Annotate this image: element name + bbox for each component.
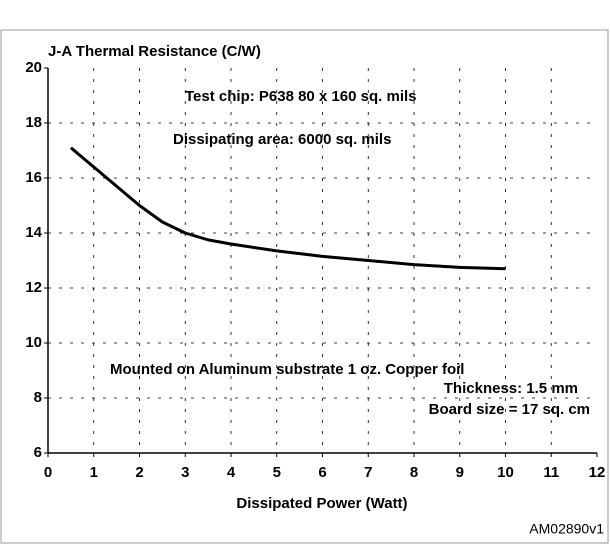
y-tick-label: 12 [25, 279, 42, 296]
x-tick-label: 10 [497, 464, 514, 481]
y-tick-label: 6 [34, 444, 42, 461]
y-tick-label: 20 [25, 59, 42, 76]
frame [0, 29, 609, 544]
x-tick-label: 9 [456, 464, 464, 481]
x-tick-label: 6 [318, 464, 326, 481]
x-tick-label: 7 [364, 464, 372, 481]
annotation: Thickness: 1.5 mm [444, 380, 578, 397]
x-tick-label: 2 [135, 464, 143, 481]
annotation: Board size = 17 sq. cm [429, 401, 590, 418]
x-tick-label: 12 [589, 464, 606, 481]
x-tick-label: 5 [273, 464, 281, 481]
y-tick-label: 16 [25, 169, 42, 186]
annotation: Mounted on Aluminum substrate 1 oz. Copp… [110, 361, 464, 378]
figure-id: AM02890v1 [529, 521, 604, 537]
annotation: Dissipating area: 6000 sq. mils [173, 131, 391, 148]
x-tick-label: 1 [90, 464, 98, 481]
y-tick-label: 18 [25, 114, 42, 131]
x-tick-label: 11 [543, 464, 559, 481]
y-tick-label: 8 [34, 389, 42, 406]
y-tick-label: 10 [25, 334, 42, 351]
x-tick-label: 3 [181, 464, 189, 481]
x-axis-label: Dissipated Power (Watt) [236, 495, 407, 512]
x-tick-label: 0 [44, 464, 52, 481]
x-tick-label: 8 [410, 464, 418, 481]
x-tick-label: 4 [227, 464, 236, 481]
annotation: Test chip: P638 80 x 160 sq. mils [185, 88, 417, 105]
line [69, 146, 506, 271]
chart-title: J-A Thermal Resistance (C/W) [48, 43, 261, 60]
y-tick-label: 14 [25, 224, 42, 241]
